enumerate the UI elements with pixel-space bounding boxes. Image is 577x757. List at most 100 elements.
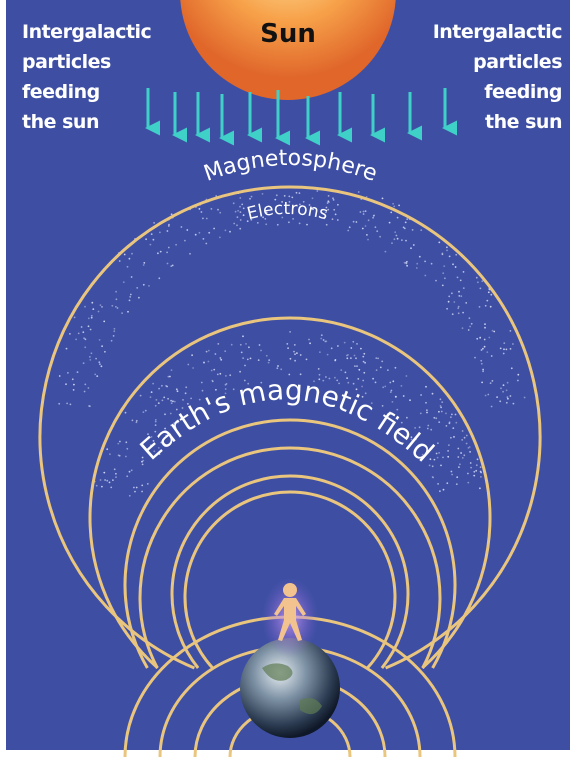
electron-dot — [479, 337, 481, 339]
electron-dot — [470, 462, 472, 464]
electron-dot — [106, 448, 108, 450]
electron-dot — [451, 471, 453, 473]
electron-dot — [167, 230, 169, 232]
electron-dot — [66, 403, 68, 405]
electron-dot — [262, 193, 264, 195]
electron-dot — [245, 343, 247, 345]
electron-dot — [142, 460, 144, 462]
electron-dot — [101, 345, 103, 347]
electron-dot — [77, 371, 79, 373]
electron-dot — [129, 495, 131, 497]
electron-dot — [318, 368, 320, 370]
electron-dot — [171, 402, 173, 404]
electron-dot — [309, 342, 311, 344]
electron-dot — [461, 439, 463, 441]
electron-dot — [312, 197, 314, 199]
electron-dot — [133, 487, 135, 489]
electron-dot — [401, 239, 403, 241]
electron-dot — [189, 253, 191, 255]
electron-dot — [459, 463, 461, 465]
electron-dot — [512, 343, 514, 345]
electron-dot — [447, 456, 449, 458]
electron-dot — [241, 204, 243, 206]
electron-dot — [499, 400, 501, 402]
electron-dot — [395, 367, 397, 369]
electron-dot — [296, 192, 298, 194]
electron-dot — [447, 450, 449, 452]
electron-dot — [438, 242, 440, 244]
electron-dot — [319, 374, 321, 376]
electron-dot — [503, 348, 505, 350]
electron-dot — [206, 351, 208, 353]
electron-dot — [506, 402, 508, 404]
electron-dot — [240, 211, 242, 213]
electron-dot — [184, 240, 186, 242]
electron-dot — [220, 359, 222, 361]
electron-dot — [431, 263, 433, 265]
electron-dot — [199, 208, 201, 210]
electron-dot — [145, 238, 147, 240]
electron-dot — [170, 400, 172, 402]
electron-dot — [321, 334, 323, 336]
electron-dot — [443, 489, 445, 491]
electron-dot — [101, 306, 103, 308]
electron-dot — [385, 251, 387, 253]
electron-dot — [442, 285, 444, 287]
electron-dot — [377, 358, 379, 360]
electron-dot — [382, 386, 384, 388]
electron-dot — [500, 348, 502, 350]
electron-dot — [455, 266, 457, 268]
electron-dot — [463, 271, 465, 273]
electron-dot — [162, 400, 164, 402]
electron-dot — [235, 211, 237, 213]
electron-dot — [457, 448, 459, 450]
electron-dot — [346, 355, 348, 357]
electron-dot — [480, 471, 482, 473]
electron-dot — [333, 199, 335, 201]
electron-dot — [136, 287, 138, 289]
electron-dot — [289, 331, 291, 333]
electron-dot — [438, 421, 440, 423]
electron-dot — [115, 473, 117, 475]
electron-dot — [448, 296, 450, 298]
electron-dot — [492, 380, 494, 382]
electron-dot — [376, 369, 378, 371]
electron-dot — [397, 217, 399, 219]
electron-dot — [142, 464, 144, 466]
electron-dot — [113, 335, 115, 337]
electron-dot — [452, 427, 454, 429]
electron-dot — [277, 365, 279, 367]
electron-dot — [143, 264, 145, 266]
electron-dot — [337, 204, 339, 206]
electron-dot — [241, 352, 243, 354]
electron-dot — [446, 246, 448, 248]
electron-dot — [73, 384, 75, 386]
electron-dot — [143, 262, 145, 264]
electron-dot — [70, 404, 72, 406]
electron-dot — [328, 201, 330, 203]
electron-dot — [406, 265, 408, 267]
electron-dot — [233, 202, 235, 204]
electron-dot — [217, 374, 219, 376]
electron-dot — [171, 369, 173, 371]
electron-dot — [65, 383, 67, 385]
electron-dot — [286, 343, 288, 345]
electron-dot — [490, 306, 492, 308]
electron-dot — [72, 378, 74, 380]
electron-dot — [185, 386, 187, 388]
electron-dot — [172, 400, 174, 402]
electron-dot — [469, 451, 471, 453]
electron-dot — [103, 321, 105, 323]
electron-dot — [248, 346, 250, 348]
electron-dot — [125, 456, 127, 458]
electron-dot — [460, 295, 462, 297]
electron-dot — [151, 391, 153, 393]
electron-dot — [242, 335, 244, 337]
electron-dot — [354, 355, 356, 357]
electron-dot — [119, 455, 121, 457]
electron-dot — [486, 351, 488, 353]
electron-dot — [482, 369, 484, 371]
electron-dot — [131, 276, 133, 278]
electron-dot — [363, 213, 365, 215]
electron-dot — [247, 220, 249, 222]
